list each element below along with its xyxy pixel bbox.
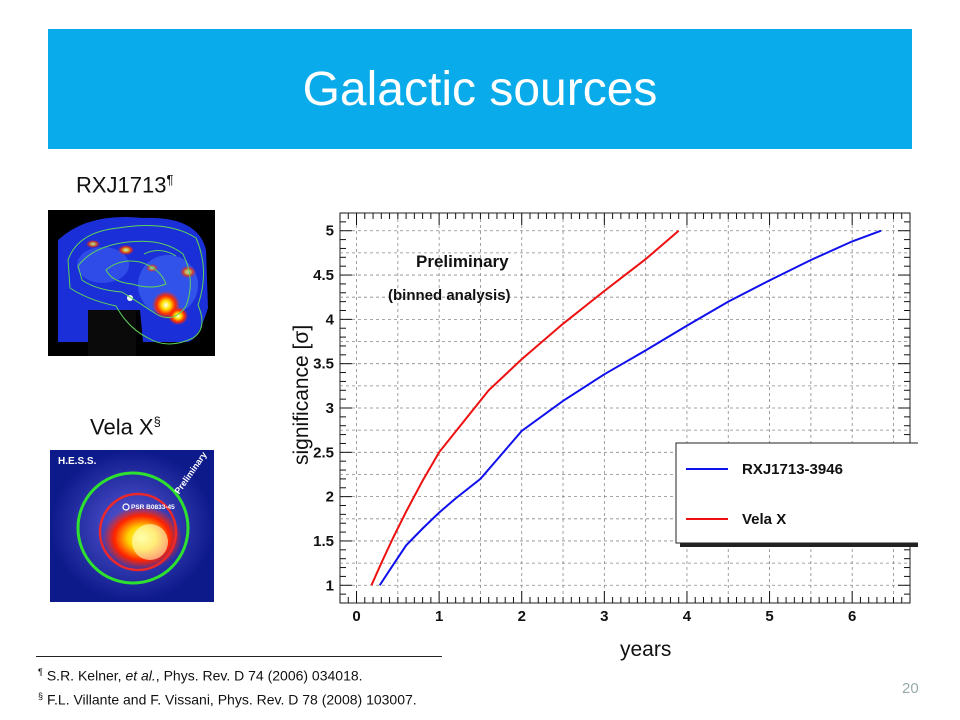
series-line-0 <box>378 229 882 586</box>
y-tick-label: 3.5 <box>313 356 334 373</box>
annotation-preliminary: Preliminary <box>416 252 509 271</box>
y-tick-label: 4.5 <box>313 267 334 284</box>
x-axis-title: years <box>620 638 672 661</box>
footnote-1-mark: ¶ <box>38 667 43 677</box>
legend-box <box>675 442 918 544</box>
page-number: 20 <box>902 680 919 697</box>
y-tick-label: 1 <box>326 577 334 594</box>
footnote-1-italic: et al. <box>125 667 156 684</box>
vela-pulsar-label: PSR B0833-45 <box>131 504 175 511</box>
footnote-1-post: , Phys. Rev. D 74 (2006) 034018. <box>155 667 363 684</box>
vela-label-text: Vela X <box>90 414 154 440</box>
footnote-2: § F.L. Villante and F. Vissani, Phys. Rev… <box>38 691 417 708</box>
y-tick-label: 5 <box>326 223 334 240</box>
legend-label-1: Vela X <box>742 511 786 528</box>
significance-chart: 0 1 2 3 4 5 6 1 1.5 2 2.5 3 3.5 4 4.5 5 Preliminary (binn… <box>313 212 918 625</box>
series-line-1 <box>370 229 680 586</box>
vela-overlay-title: H.E.S.S. <box>58 456 97 467</box>
slide-title: Galactic sources <box>302 62 658 116</box>
footnote-1-pre: S.R. Kelner, <box>46 667 126 684</box>
vela-footnote-mark: § <box>153 414 161 429</box>
x-tick-label: 4 <box>683 608 692 625</box>
legend-label-0: RXJ1713-3946 <box>742 461 843 478</box>
footnote-2-pre: F.L. Villante and F. Vissani, Phys. Rev.… <box>47 691 417 708</box>
x-tick-label: 2 <box>518 608 526 625</box>
y-tick-label: 4 <box>326 311 335 328</box>
y-tick-label: 2.5 <box>313 444 334 461</box>
rxj-footnote-mark: ¶ <box>166 172 174 187</box>
x-tick-label: 1 <box>435 608 443 625</box>
rxj-sky-map <box>48 210 215 356</box>
footnote-1: ¶ S.R. Kelner, et al., Phys. Rev. D 74 (2… <box>38 667 363 684</box>
rxj-label-text: RXJ1713 <box>76 172 167 198</box>
title-banner: Galactic sources <box>48 29 912 149</box>
footnote-divider <box>36 656 442 657</box>
vela-sky-map: H.E.S.S. Preliminary PSR B0833-45 <box>50 450 214 602</box>
rxj-image-label: RXJ1713¶ <box>76 172 174 198</box>
x-tick-label: 6 <box>848 608 856 625</box>
x-tick-label: 3 <box>600 608 608 625</box>
y-tick-label: 3 <box>326 400 334 417</box>
footnote-2-mark: § <box>38 691 44 701</box>
y-tick-label: 1.5 <box>313 533 334 550</box>
vela-image-label: Vela X§ <box>90 414 161 440</box>
y-tick-label: 2 <box>326 489 334 506</box>
annotation-binned: (binned analysis) <box>388 287 511 304</box>
x-tick-label: 0 <box>352 608 360 625</box>
x-tick-label: 5 <box>765 608 773 625</box>
